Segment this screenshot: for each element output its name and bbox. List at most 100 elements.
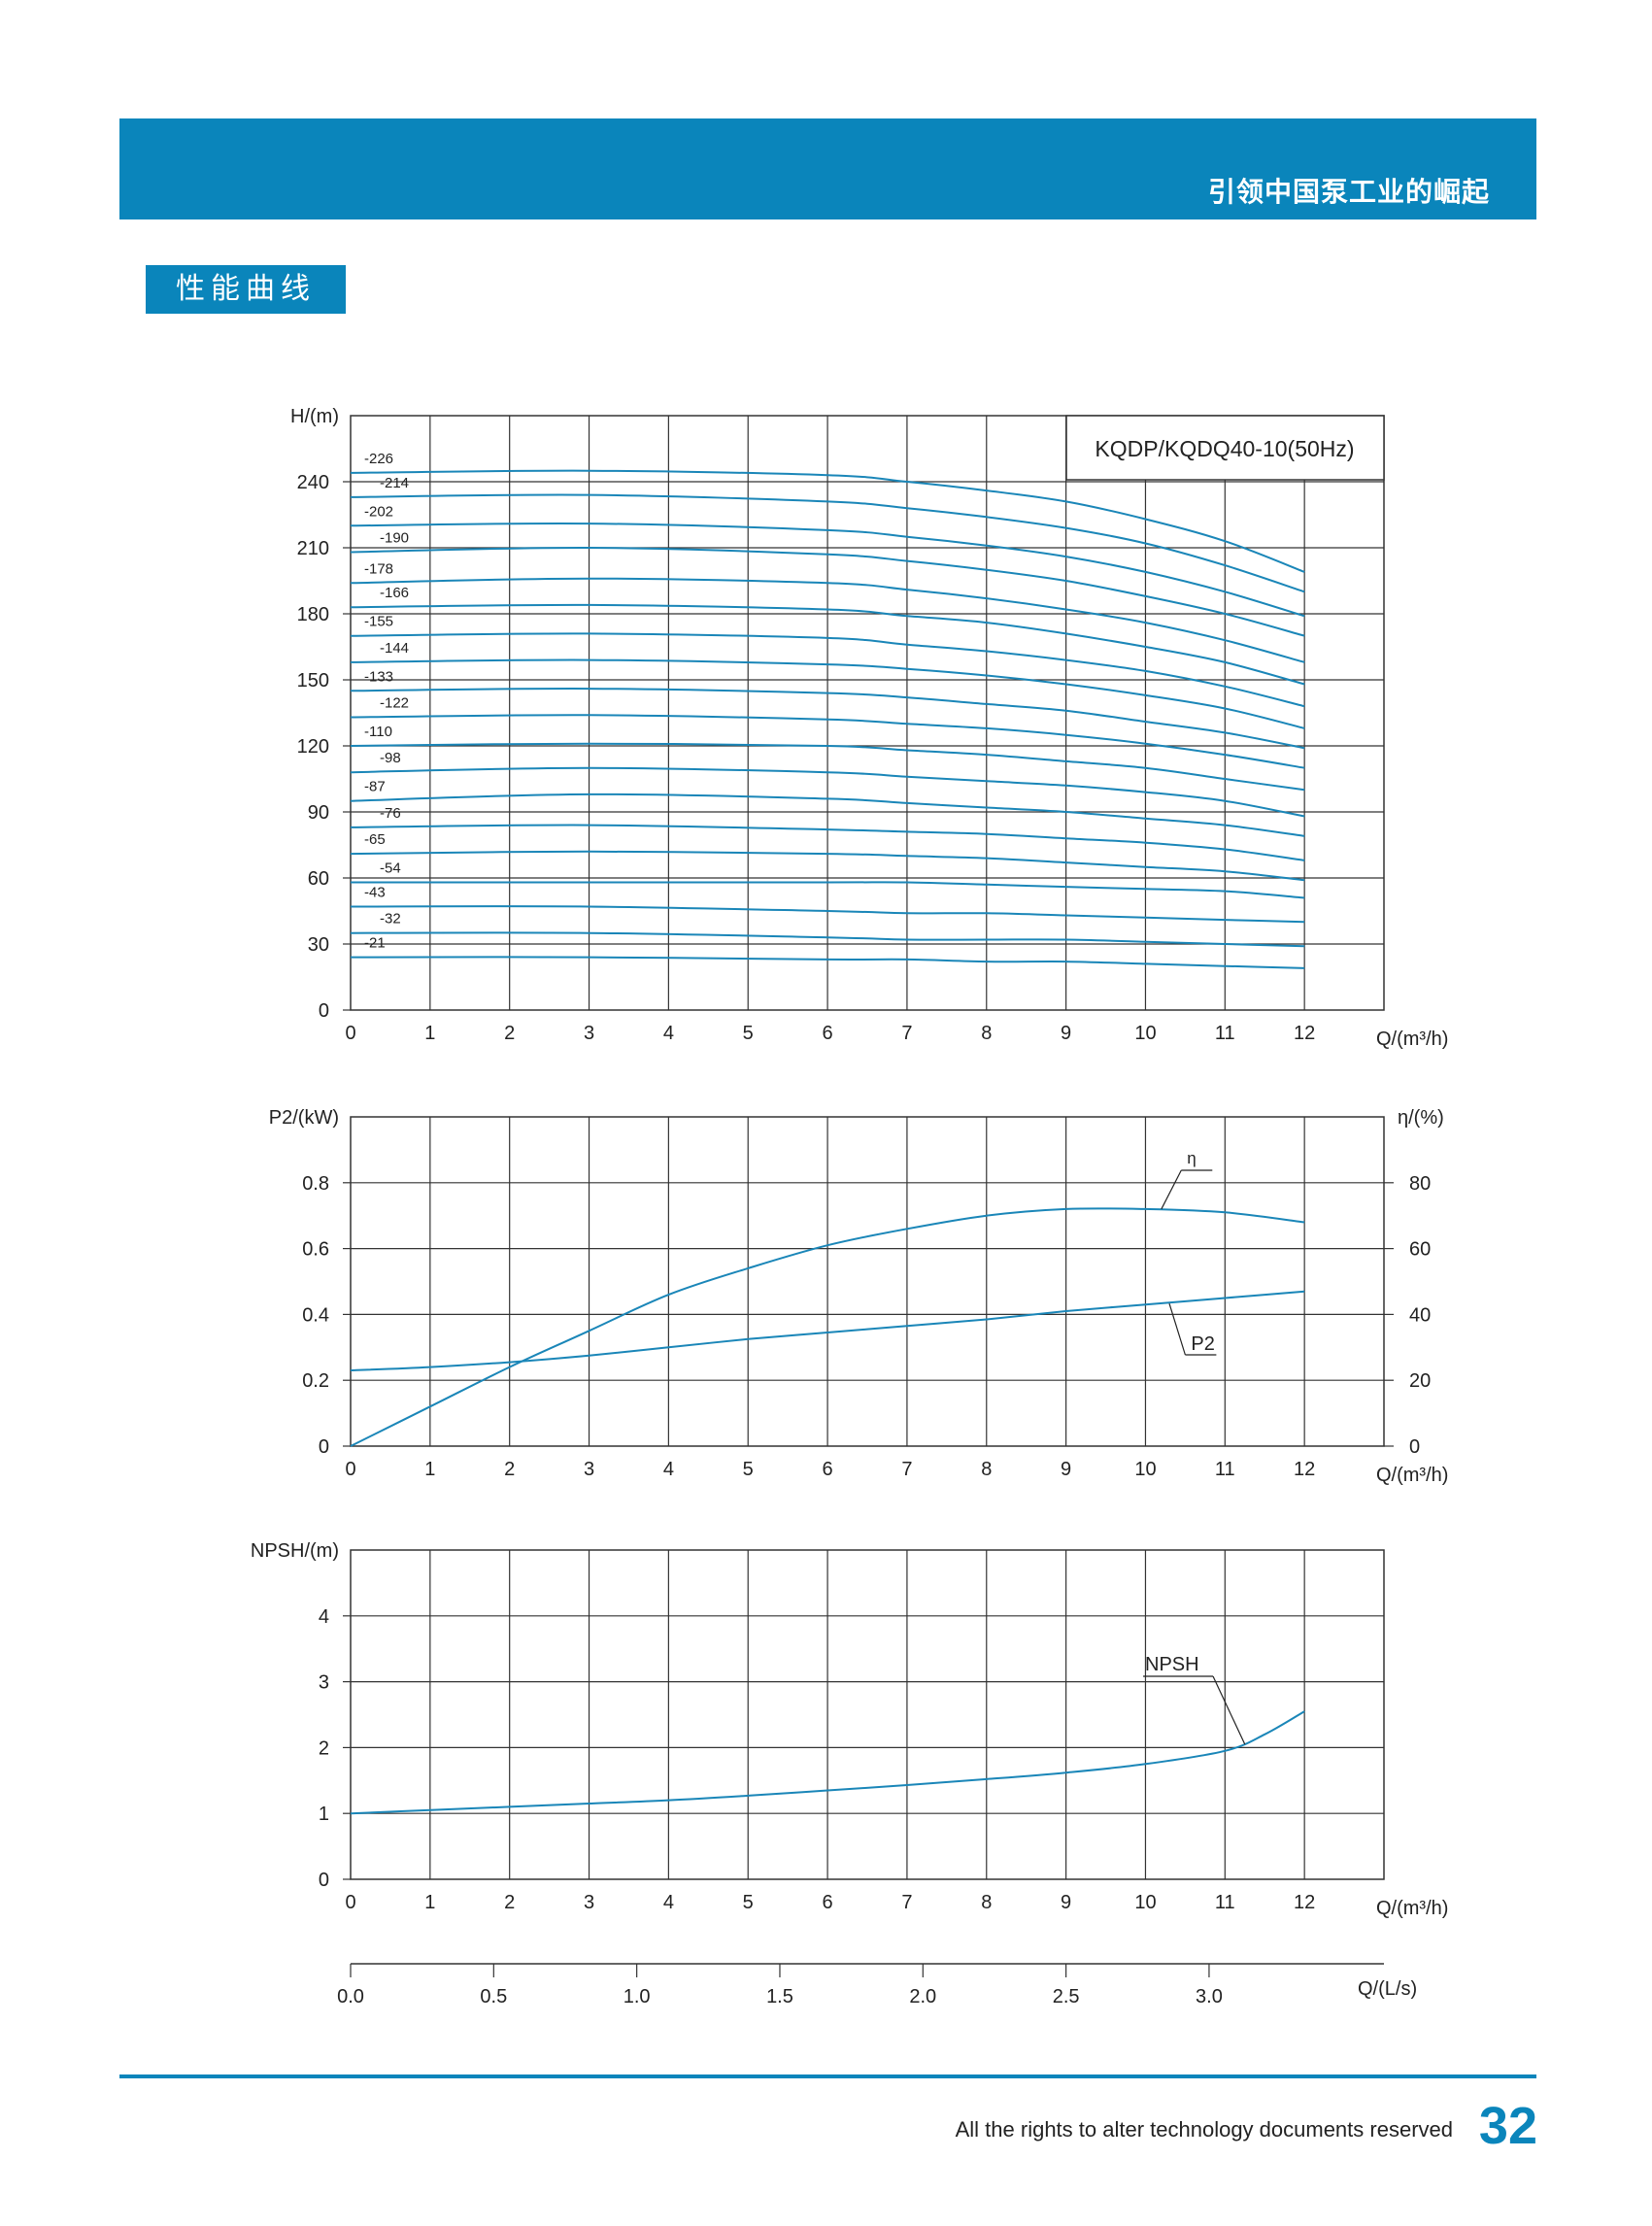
p2-leader [1168,1303,1186,1356]
y-tick-label: 0.8 [302,1173,329,1195]
y-tick-label: 2 [319,1737,329,1759]
series-line-202 [350,522,1305,618]
x-tick-label: 5 [743,1459,754,1480]
y2-tick-label: 0 [1409,1436,1420,1458]
series-label-npsh: NPSH [1145,1654,1199,1675]
series-label: -76 [380,805,401,822]
series-line-214 [350,493,1305,593]
y-tick-label: 150 [297,670,329,691]
series-line-76 [350,824,1305,861]
y-axis-label: H/(m) [290,406,339,427]
x-axis-label: Q/(m³/h) [1376,1465,1448,1486]
x2-tick-label: 3.0 [1196,1986,1223,2007]
x-tick-label: 5 [743,1892,754,1913]
series-line-NPSH [350,1710,1305,1815]
y-tick-label: 120 [297,736,329,758]
y-tick-label: 180 [297,604,329,625]
x-tick-label: 2 [504,1892,515,1913]
x-tick-label: 0 [345,1023,355,1044]
plot-frame [350,415,1385,1011]
series-line-43 [350,905,1305,924]
series-label: -98 [380,750,401,766]
plot-frame [350,1116,1385,1447]
series-line-21 [350,956,1305,969]
y-axis-label: NPSH/(m) [251,1540,339,1562]
series-label: -122 [380,695,409,712]
x-tick-label: 9 [1061,1459,1071,1480]
y-tick-label: 60 [308,868,329,890]
x-tick-label: 2 [504,1459,515,1480]
series-line-87 [350,793,1305,837]
series-label-eta: η [1187,1149,1196,1167]
x-tick-label: 10 [1134,1023,1156,1044]
x2-axis-label: Q/(L/s) [1358,1978,1417,2000]
plot-frame [350,1549,1385,1880]
x-tick-label: 8 [981,1023,992,1044]
x-tick-label: 9 [1061,1892,1071,1913]
x-tick-label: 11 [1215,1459,1235,1480]
series-label: -54 [380,860,401,877]
x-tick-label: 12 [1294,1023,1315,1044]
x-axis-label: Q/(m³/h) [1376,1029,1448,1050]
x2-tick-label: 0.0 [337,1986,364,2007]
x-tick-label: 6 [823,1459,833,1480]
y2-axis-label: η/(%) [1398,1107,1444,1129]
series-line-155 [350,632,1305,708]
y2-tick-label: 80 [1409,1173,1431,1195]
series-label: -202 [364,503,393,520]
x2-tick-label: 2.5 [1053,1986,1080,2007]
x-tick-label: 4 [663,1459,674,1480]
series-line-32 [350,931,1305,948]
x-axis-label: Q/(m³/h) [1376,1898,1448,1919]
y2-tick-label: 40 [1409,1304,1431,1326]
x-tick-label: 12 [1294,1459,1315,1480]
series-line-98 [350,766,1305,818]
series-line-65 [350,850,1305,882]
y-tick-label: 90 [308,802,329,824]
y-tick-label: 1 [319,1804,329,1825]
header-slogan: 引领中国泵工业的崛起 [1207,177,1490,207]
series-label: -43 [364,884,386,900]
chart-title: KQDP/KQDQ40-10(50Hz) [1095,436,1354,461]
series-label: -190 [380,530,409,547]
series-label: -226 [364,451,393,467]
x-tick-label: 9 [1061,1023,1071,1044]
y2-tick-label: 20 [1409,1370,1431,1392]
series-label: -178 [364,560,393,577]
x-tick-label: 10 [1134,1892,1156,1913]
series-line-P2 [350,1290,1305,1371]
section-title: 性能曲线 [146,265,346,314]
x-tick-label: 8 [981,1459,992,1480]
series-line-226 [350,469,1305,573]
series-label: -166 [380,585,409,601]
x-tick-label: 7 [901,1892,912,1913]
x2-tick-label: 1.0 [624,1986,651,2007]
page-number: 32 [1478,2097,1537,2155]
y-tick-label: 4 [319,1606,329,1628]
series-line-144 [350,658,1305,729]
npsh-leader [1212,1675,1246,1745]
y2-tick-label: 60 [1409,1239,1431,1261]
chart-title-box [1065,415,1385,481]
x2-tick-label: 1.5 [766,1986,793,2007]
x-tick-label: 6 [823,1023,833,1044]
series-label: -65 [364,831,386,848]
x-tick-label: 6 [823,1892,833,1913]
series-line-110 [350,742,1305,792]
x-tick-label: 3 [584,1892,594,1913]
x-tick-label: 10 [1134,1459,1156,1480]
y-tick-label: 30 [308,934,329,956]
x-tick-label: 2 [504,1023,515,1044]
x-tick-label: 11 [1215,1023,1235,1044]
x-tick-label: 8 [981,1892,992,1913]
footer-divider [119,2074,1536,2078]
x-tick-label: 0 [345,1892,355,1913]
y-tick-label: 0.2 [302,1370,329,1392]
eta-leader [1161,1169,1182,1210]
series-label: -110 [364,724,392,740]
series-line-eta [350,1207,1305,1447]
x-tick-label: 3 [584,1023,594,1044]
y-axis-label: P2/(kW) [269,1107,339,1129]
x2-tick-label: 0.5 [480,1986,507,2007]
